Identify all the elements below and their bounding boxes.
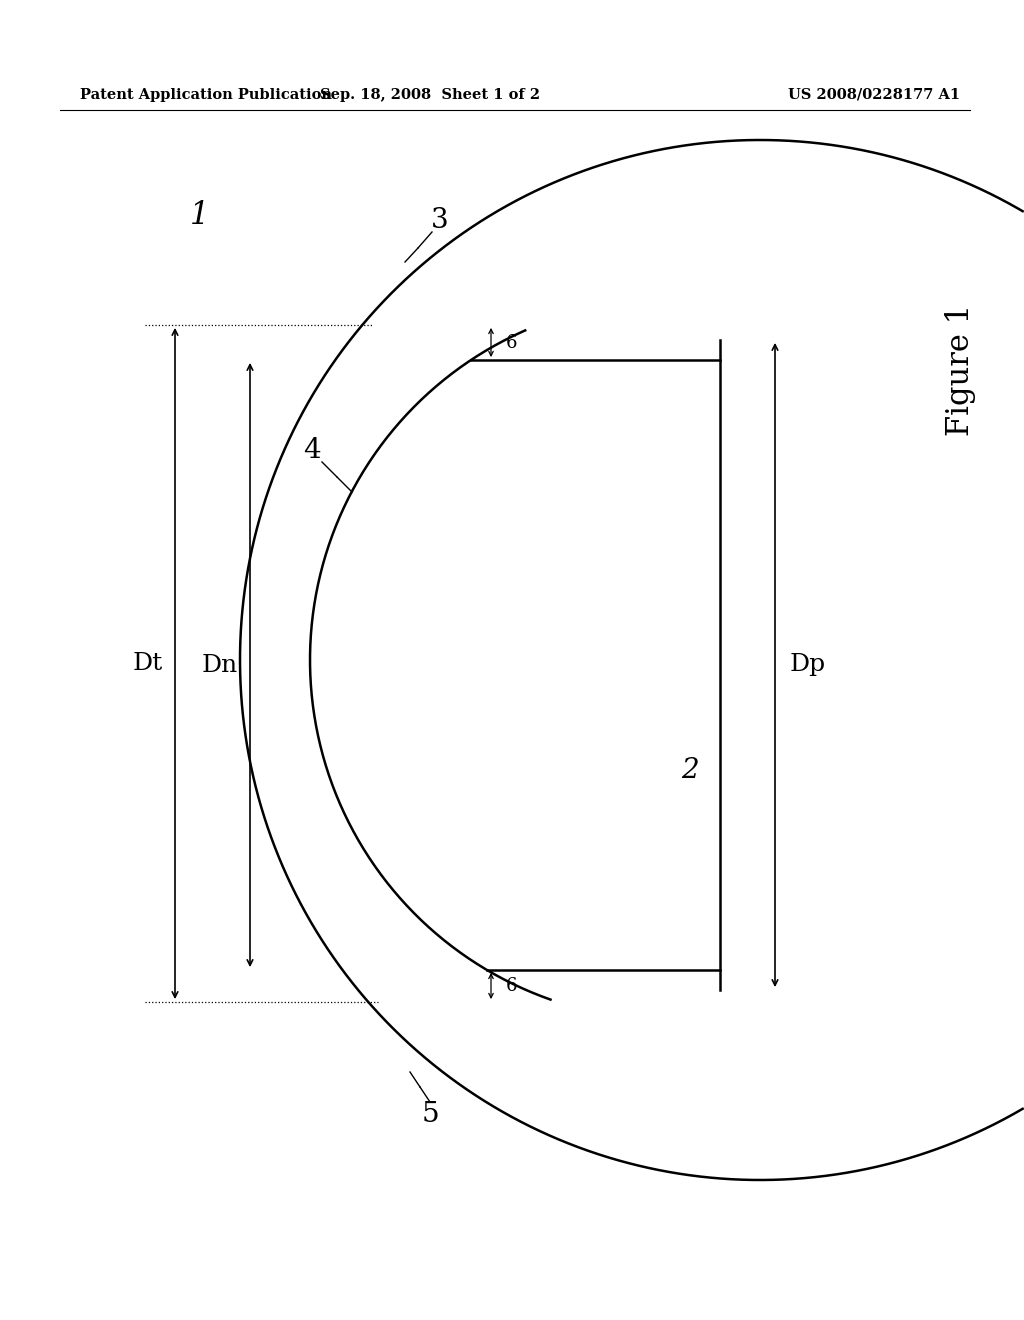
Text: Dt: Dt	[133, 652, 163, 675]
Text: 2: 2	[681, 756, 698, 784]
Text: Figure 1: Figure 1	[944, 304, 976, 436]
Text: Dn: Dn	[202, 653, 238, 676]
Text: Dp: Dp	[790, 653, 826, 676]
Text: Sep. 18, 2008  Sheet 1 of 2: Sep. 18, 2008 Sheet 1 of 2	[319, 88, 540, 102]
Text: 4: 4	[303, 437, 321, 463]
Text: US 2008/0228177 A1: US 2008/0228177 A1	[787, 88, 961, 102]
Text: 6: 6	[506, 977, 517, 995]
Text: Patent Application Publication: Patent Application Publication	[80, 88, 332, 102]
Text: 1: 1	[190, 199, 210, 231]
Text: 5: 5	[421, 1101, 439, 1129]
Text: 3: 3	[431, 206, 449, 234]
Text: 6: 6	[506, 334, 517, 351]
